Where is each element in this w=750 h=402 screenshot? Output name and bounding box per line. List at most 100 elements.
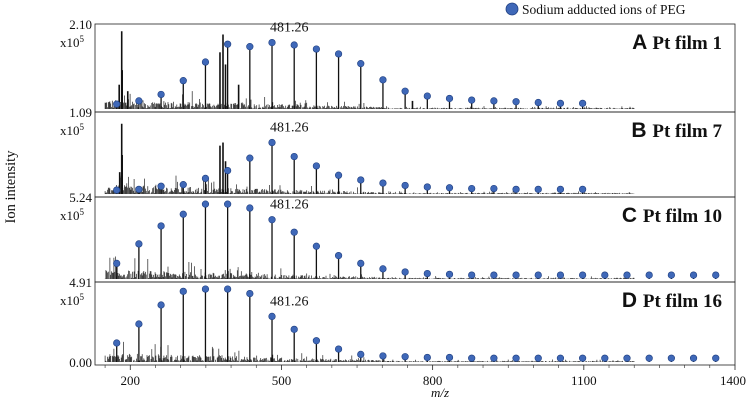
peg-marker — [290, 41, 298, 49]
peak-label-481: 481.26 — [270, 21, 309, 36]
peg-marker — [135, 320, 143, 328]
peak-label-481: 481.26 — [270, 198, 309, 213]
peg-marker — [334, 171, 343, 179]
spectrum-panel-d: 481.26 4.91 x105 0.00 D Pt film 16 — [60, 275, 736, 370]
peg-marker — [579, 271, 587, 279]
peg-marker — [401, 268, 409, 276]
peg-marker — [246, 204, 254, 212]
peg-marker — [201, 200, 210, 208]
peg-marker — [623, 354, 631, 362]
peg-marker — [268, 312, 276, 321]
panel-frame — [94, 281, 736, 366]
x-tick-label: 1100 — [571, 373, 597, 388]
y-max-label: 4.91 — [69, 275, 92, 290]
peg-marker — [556, 185, 565, 193]
y-exponent-label: x105 — [60, 207, 85, 223]
peg-marker — [334, 252, 343, 260]
peg-marker — [312, 337, 320, 345]
peg-marker — [468, 96, 476, 104]
y-exponent-label: x105 — [60, 122, 85, 138]
legend: Sodium adducted ions of PEG — [505, 2, 686, 17]
peg-marker — [468, 271, 476, 279]
spectrum-panel-c: 481.26 5.24 x105 C Pt film 10 — [60, 190, 736, 283]
peg-marker — [224, 40, 232, 48]
peg-marker — [379, 76, 387, 84]
peg-marker — [246, 43, 254, 51]
peg-marker — [490, 271, 498, 279]
peg-marker — [645, 271, 653, 279]
peg-marker — [179, 181, 187, 189]
panel-label: B Pt film 7 — [631, 119, 722, 142]
peg-marker — [601, 271, 609, 279]
x-tick-label: 500 — [272, 373, 292, 388]
peg-marker — [534, 98, 542, 107]
x-axis-title: m/z — [431, 385, 449, 400]
peg-marker — [113, 259, 121, 268]
peg-marker — [334, 345, 343, 353]
peg-marker — [246, 154, 254, 162]
peg-marker — [579, 99, 587, 107]
x-tick-label: 800 — [423, 373, 443, 388]
peg-marker — [712, 271, 720, 279]
peg-marker — [224, 285, 232, 293]
y-max-label: 5.24 — [69, 190, 92, 205]
peg-marker — [268, 38, 276, 47]
peg-marker — [268, 216, 276, 224]
y-min-label: 0.00 — [69, 355, 92, 370]
peg-marker — [379, 265, 387, 273]
panels: 481.26 2.10 x105 A Pt film 1 481.26 1.09 x105 B… — [60, 17, 736, 370]
peg-marker — [556, 354, 565, 362]
x-tick-label: 1400 — [720, 373, 746, 388]
peg-marker — [468, 354, 476, 362]
peg-marker — [689, 354, 698, 362]
peg-marker — [667, 271, 675, 279]
peg-marker — [290, 325, 298, 333]
legend-marker — [505, 2, 519, 16]
peg-marker — [445, 270, 454, 278]
peg-marker — [689, 271, 698, 279]
peg-marker — [135, 97, 143, 105]
peg-marker — [423, 183, 431, 191]
peg-marker — [179, 287, 187, 295]
peg-marker — [201, 58, 210, 66]
spectrum-panel-b: 481.26 1.09 x105 B Pt film 7 — [60, 105, 736, 198]
peg-marker — [290, 152, 298, 161]
peg-marker — [423, 92, 431, 100]
y-max-label: 1.09 — [69, 105, 92, 120]
peg-marker — [534, 354, 542, 362]
peg-marker — [157, 182, 165, 190]
peg-marker — [445, 184, 454, 192]
peg-marker — [113, 100, 121, 108]
peg-marker — [201, 174, 210, 182]
panel-label: A Pt film 1 — [632, 31, 722, 54]
peg-marker — [357, 350, 365, 359]
peg-marker — [423, 353, 431, 362]
peg-marker — [512, 185, 520, 193]
legend-label: Sodium adducted ions of PEG — [522, 2, 686, 17]
peg-marker — [512, 98, 520, 106]
peg-marker — [645, 354, 653, 362]
baseline-peaks — [104, 91, 635, 109]
spectrum-panel-a: 481.26 2.10 x105 A Pt film 1 — [60, 17, 736, 113]
peg-marker — [157, 90, 165, 99]
peg-marker — [268, 138, 276, 147]
panel-label: D Pt film 16 — [622, 289, 722, 312]
peg-marker — [357, 176, 365, 184]
peak-label-481: 481.26 — [270, 121, 309, 136]
x-tick-label: 200 — [121, 373, 141, 388]
peg-marker — [445, 94, 454, 103]
peg-marker — [135, 185, 143, 193]
peg-marker — [357, 259, 365, 268]
peg-marker — [534, 185, 542, 193]
peg-marker — [401, 87, 409, 95]
peg-marker — [512, 354, 520, 362]
y-exponent-label: x105 — [60, 34, 85, 50]
peg-marker — [201, 285, 210, 293]
peg-marker — [468, 184, 476, 193]
peg-marker — [157, 222, 165, 230]
peg-marker — [667, 354, 675, 362]
peg-marker — [579, 354, 587, 362]
peg-marker — [379, 179, 387, 187]
peg-marker — [179, 77, 187, 85]
